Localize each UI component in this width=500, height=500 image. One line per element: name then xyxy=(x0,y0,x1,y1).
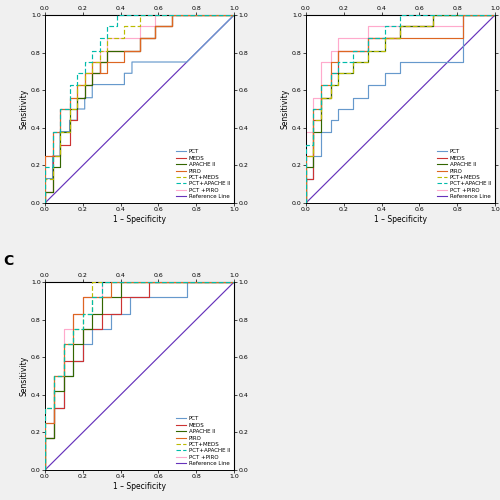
Y-axis label: Sensitivity: Sensitivity xyxy=(280,89,289,129)
Y-axis label: Sensitivity: Sensitivity xyxy=(19,356,28,396)
Legend: PCT, MEDS, APACHE II, PIRO, PCT+MEDS, PCT+APACHE II, PCT +PIRO, Reference Line: PCT, MEDS, APACHE II, PIRO, PCT+MEDS, PC… xyxy=(176,416,232,467)
Text: A: A xyxy=(4,0,14,1)
X-axis label: 1 – Specificity: 1 – Specificity xyxy=(113,215,166,224)
Legend: PCT, MEDS, APACHE II, PIRO, PCT+MEDS, PCT+APACHE II, PCT +PIRO, Reference Line: PCT, MEDS, APACHE II, PIRO, PCT+MEDS, PC… xyxy=(176,148,232,200)
Legend: PCT, MEDS, APACHE II, PIRO, PCT+MEDS, PCT+APACHE II, PCT +PIRO, Reference Line: PCT, MEDS, APACHE II, PIRO, PCT+MEDS, PC… xyxy=(436,148,492,200)
Text: B: B xyxy=(264,0,275,1)
X-axis label: 1 – Specificity: 1 – Specificity xyxy=(374,215,427,224)
Y-axis label: Sensitivity: Sensitivity xyxy=(19,89,28,129)
Text: C: C xyxy=(4,254,14,268)
X-axis label: 1 – Specificity: 1 – Specificity xyxy=(113,482,166,491)
